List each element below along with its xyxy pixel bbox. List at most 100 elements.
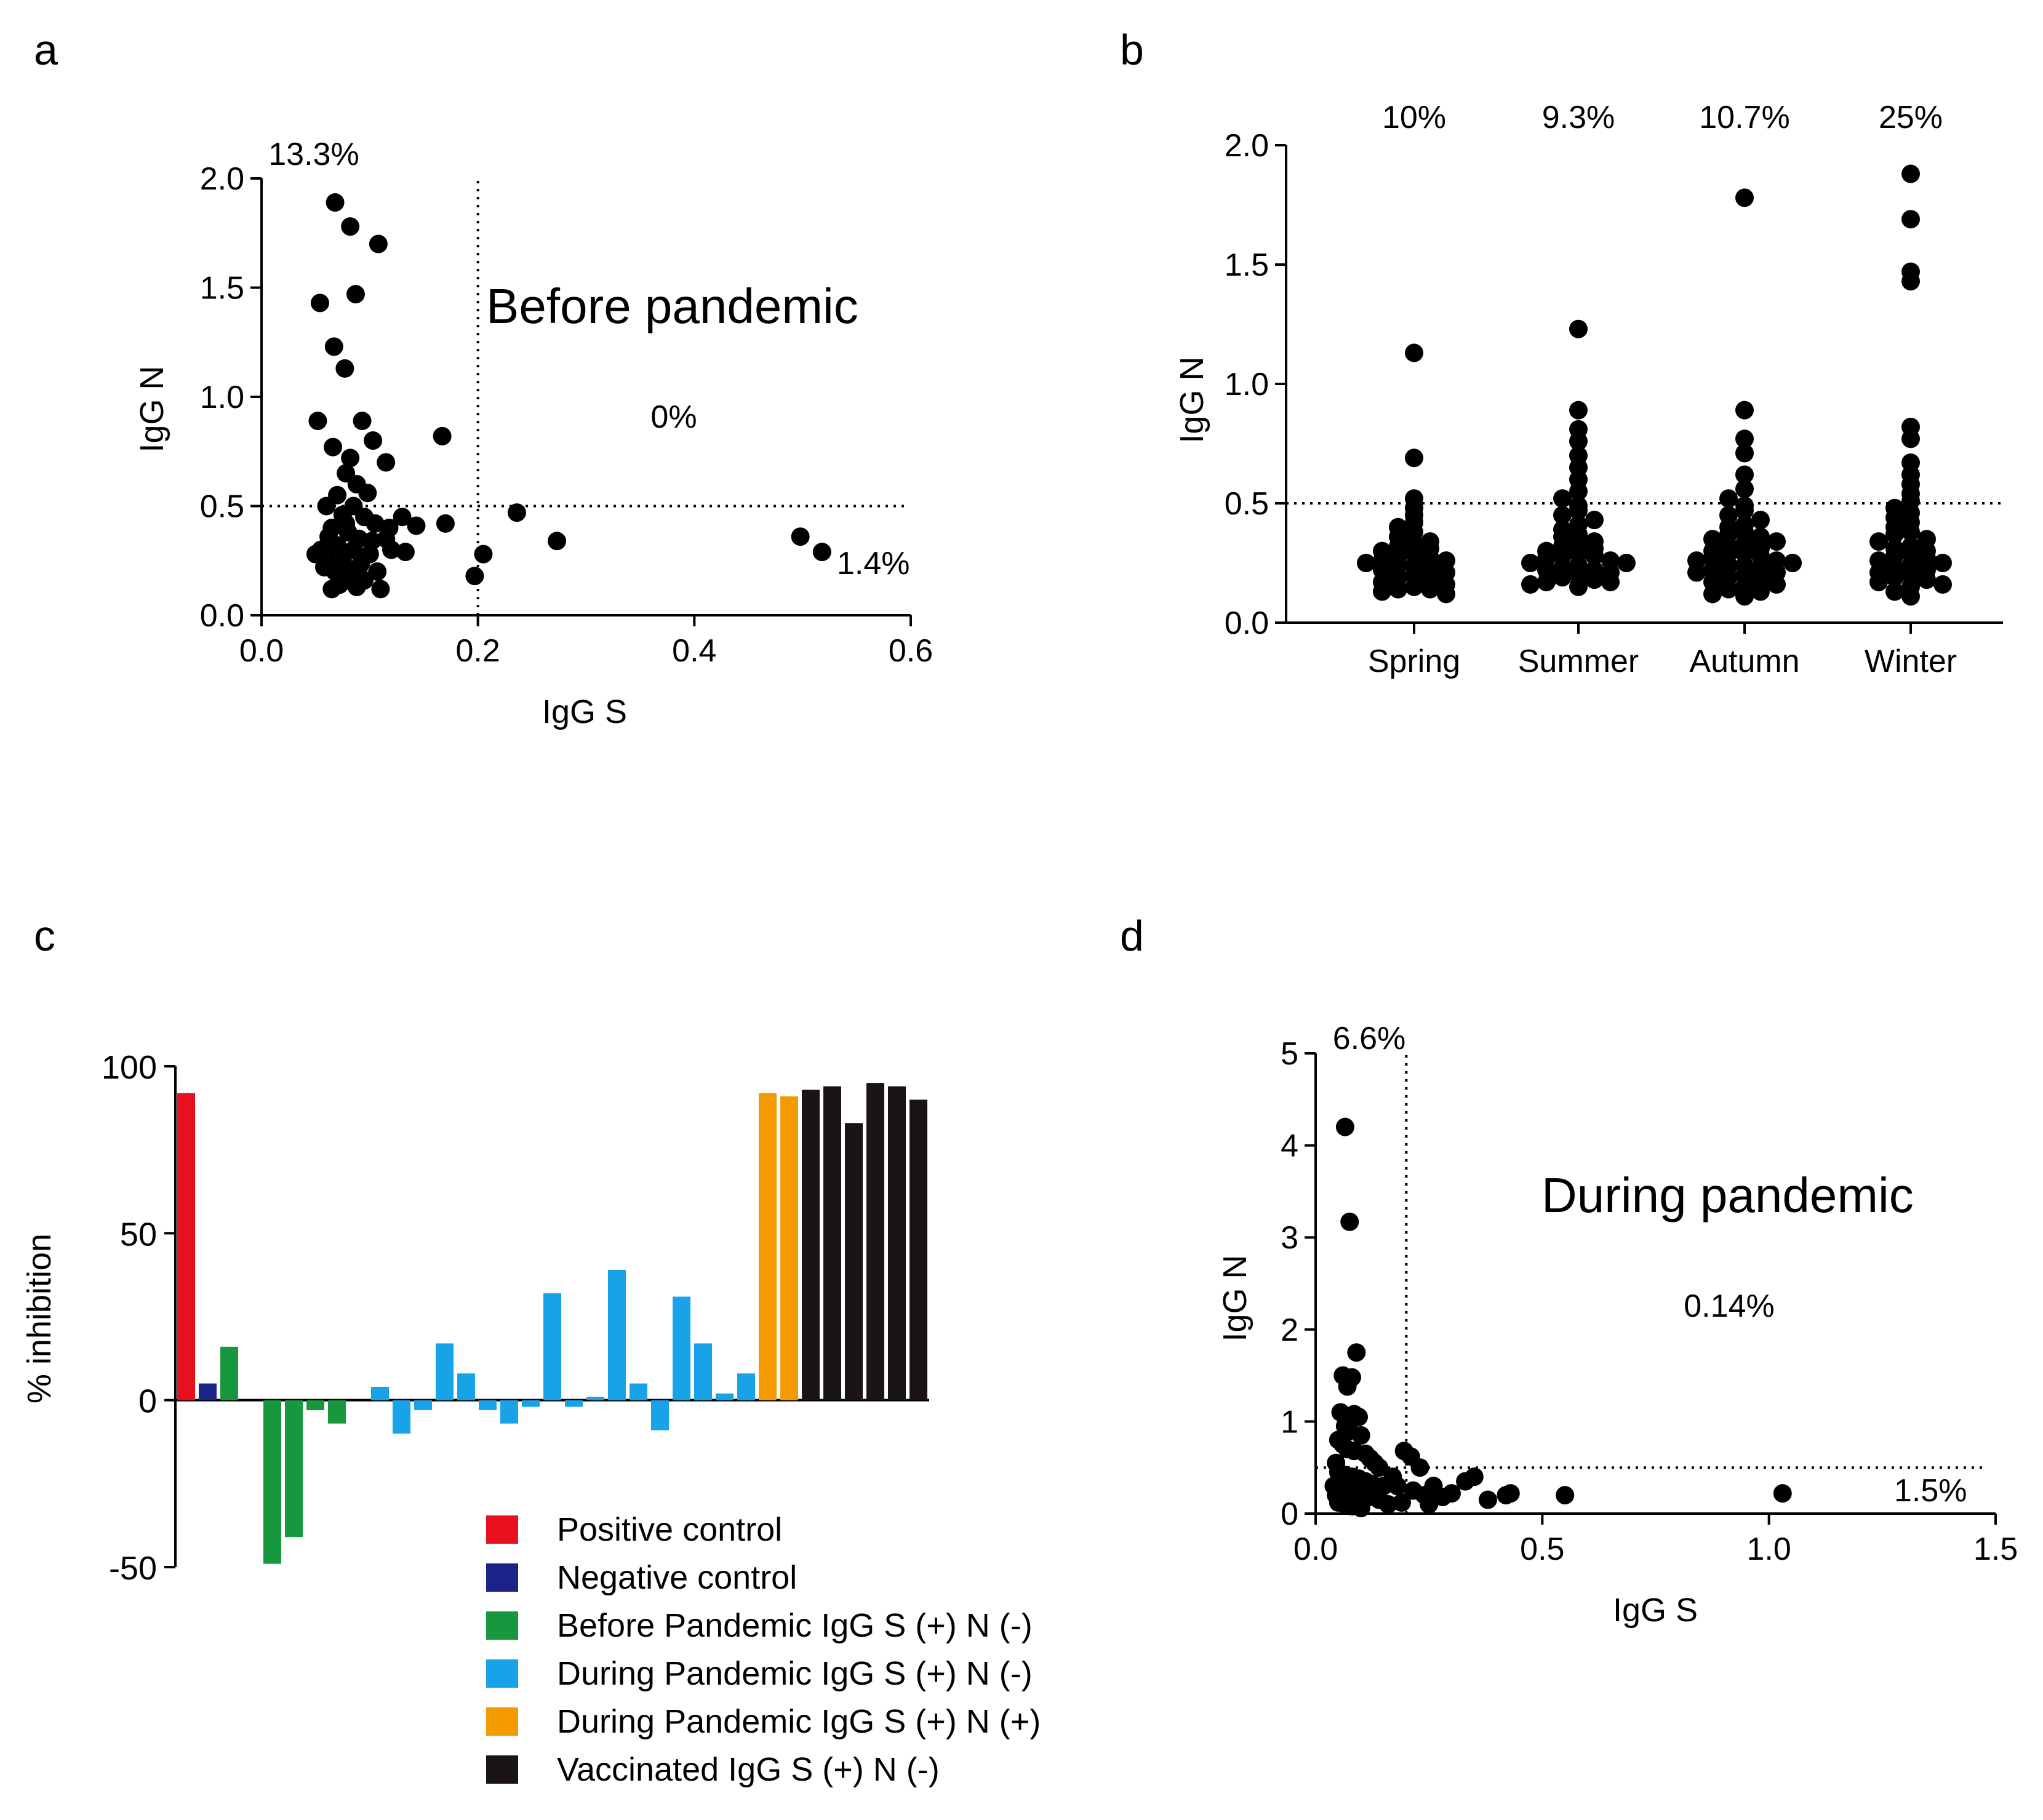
b-data-point bbox=[1521, 554, 1540, 572]
a-quadrant-upper-left-label: 13.3% bbox=[268, 137, 359, 172]
c-bar bbox=[414, 1400, 432, 1410]
a-x-tick-label: 0.4 bbox=[672, 633, 716, 669]
b-data-point bbox=[1735, 429, 1754, 449]
c-bar bbox=[888, 1086, 906, 1400]
b-data-point bbox=[1751, 511, 1770, 530]
a-data-point bbox=[317, 497, 336, 516]
panel-d-scatter: 6.6% During pandemic 0.14% 1.5% IgG S Ig… bbox=[1217, 1021, 2018, 1629]
b-percent-label: 10% bbox=[1382, 100, 1446, 135]
a-data-point bbox=[396, 543, 415, 562]
b-data-point bbox=[1901, 522, 1920, 541]
a-data-point bbox=[335, 359, 354, 378]
b-y-tick-label: 1.0 bbox=[1225, 367, 1269, 402]
b-y-axis-title: IgG N bbox=[1173, 356, 1210, 443]
a-data-point bbox=[322, 580, 342, 599]
d-data-point bbox=[1410, 1458, 1429, 1477]
c-bar bbox=[500, 1400, 518, 1424]
a-data-point bbox=[436, 514, 455, 533]
b-data-point bbox=[1767, 575, 1786, 594]
a-data-point bbox=[362, 532, 382, 551]
b-data-point bbox=[1735, 188, 1754, 207]
b-data-point bbox=[1373, 582, 1391, 601]
c-bar bbox=[457, 1373, 475, 1400]
legend-swatch-before-pandemic bbox=[486, 1611, 518, 1640]
c-bar bbox=[436, 1343, 454, 1400]
b-data-point bbox=[1601, 573, 1620, 592]
c-bar bbox=[543, 1293, 561, 1400]
d-y-tick-label: 5 bbox=[1281, 1036, 1298, 1072]
d-data-point bbox=[1340, 1212, 1359, 1231]
d-y-tick-label: 1 bbox=[1281, 1404, 1298, 1440]
d-data-point bbox=[1556, 1486, 1575, 1505]
b-data-point bbox=[1687, 563, 1706, 582]
b-data-point bbox=[1719, 489, 1738, 508]
a-y-tick-label: 0.0 bbox=[200, 598, 244, 634]
b-data-point bbox=[1933, 554, 1952, 572]
legend-label-vaccinated: Vaccinated IgG S (+) N (-) bbox=[557, 1751, 940, 1788]
b-data-point bbox=[1537, 573, 1556, 592]
a-y-tick-label: 0.5 bbox=[200, 489, 244, 525]
panel-label-c: c bbox=[34, 912, 55, 960]
a-data-point bbox=[314, 557, 334, 577]
a-data-point bbox=[364, 431, 383, 450]
d-data-point bbox=[1465, 1467, 1484, 1487]
a-data-point bbox=[346, 285, 365, 304]
b-data-point bbox=[1569, 501, 1588, 520]
d-x-axis-title: IgG S bbox=[1613, 1592, 1698, 1629]
b-data-point bbox=[1585, 511, 1604, 530]
b-data-point bbox=[1735, 465, 1754, 484]
legend-label-negative-control: Negative control bbox=[557, 1559, 797, 1596]
d-data-point bbox=[1349, 1407, 1368, 1426]
c-bar bbox=[780, 1096, 798, 1400]
a-data-point bbox=[358, 484, 377, 503]
a-x-tick-label: 0.0 bbox=[239, 633, 284, 669]
b-category-label: Spring bbox=[1368, 644, 1460, 679]
b-data-point bbox=[1703, 585, 1722, 604]
a-data-point bbox=[407, 516, 426, 535]
b-data-point bbox=[1521, 575, 1540, 594]
c-bar bbox=[199, 1383, 217, 1400]
c-bar bbox=[737, 1373, 755, 1400]
b-data-point bbox=[1901, 210, 1920, 229]
b-data-point bbox=[1617, 554, 1636, 572]
a-data-point bbox=[507, 503, 526, 522]
c-y-tick-label: 50 bbox=[120, 1216, 157, 1253]
c-y-tick-label: 0 bbox=[138, 1383, 157, 1420]
d-title: During pandemic bbox=[1541, 1168, 1914, 1223]
d-data-point bbox=[1370, 1458, 1389, 1477]
b-category-label: Autumn bbox=[1689, 644, 1799, 679]
a-data-point bbox=[347, 577, 366, 596]
b-percent-label: 25% bbox=[1879, 100, 1943, 135]
legend-swatch-vaccinated bbox=[486, 1755, 518, 1784]
d-data-point bbox=[1501, 1484, 1520, 1503]
b-data-point bbox=[1885, 525, 1904, 544]
d-x-tick-label: 1.5 bbox=[1973, 1531, 2018, 1567]
c-bar bbox=[285, 1400, 303, 1538]
a-y-axis-title: IgG N bbox=[134, 365, 170, 452]
legend-swatch-negative-control bbox=[486, 1563, 518, 1592]
a-data-point bbox=[377, 453, 396, 472]
c-bar bbox=[823, 1086, 841, 1400]
legend-label-during-pandemic-n-neg: During Pandemic IgG S (+) N (-) bbox=[557, 1655, 1033, 1692]
a-title: Before pandemic bbox=[486, 279, 858, 333]
c-bar bbox=[328, 1400, 346, 1424]
c-bar bbox=[522, 1400, 540, 1407]
d-data-point bbox=[1478, 1490, 1497, 1509]
c-bar bbox=[220, 1346, 238, 1400]
a-data-point bbox=[474, 545, 493, 564]
d-y-tick-label: 4 bbox=[1281, 1128, 1298, 1164]
c-y-tick-label: 100 bbox=[102, 1049, 157, 1086]
d-quadrant-upper-left-label: 6.6% bbox=[1333, 1021, 1406, 1056]
b-data-point bbox=[1735, 587, 1754, 606]
b-data-point bbox=[1405, 343, 1423, 362]
a-data-point bbox=[353, 412, 372, 431]
b-category-label: Summer bbox=[1518, 644, 1639, 679]
b-data-point bbox=[1421, 580, 1439, 599]
b-data-point bbox=[1901, 429, 1920, 449]
b-data-point bbox=[1569, 401, 1588, 420]
a-data-point bbox=[319, 527, 338, 546]
b-y-tick-label: 1.5 bbox=[1225, 247, 1269, 283]
a-data-point bbox=[382, 540, 401, 559]
a-data-point bbox=[324, 337, 343, 356]
b-data-point bbox=[1901, 272, 1920, 291]
